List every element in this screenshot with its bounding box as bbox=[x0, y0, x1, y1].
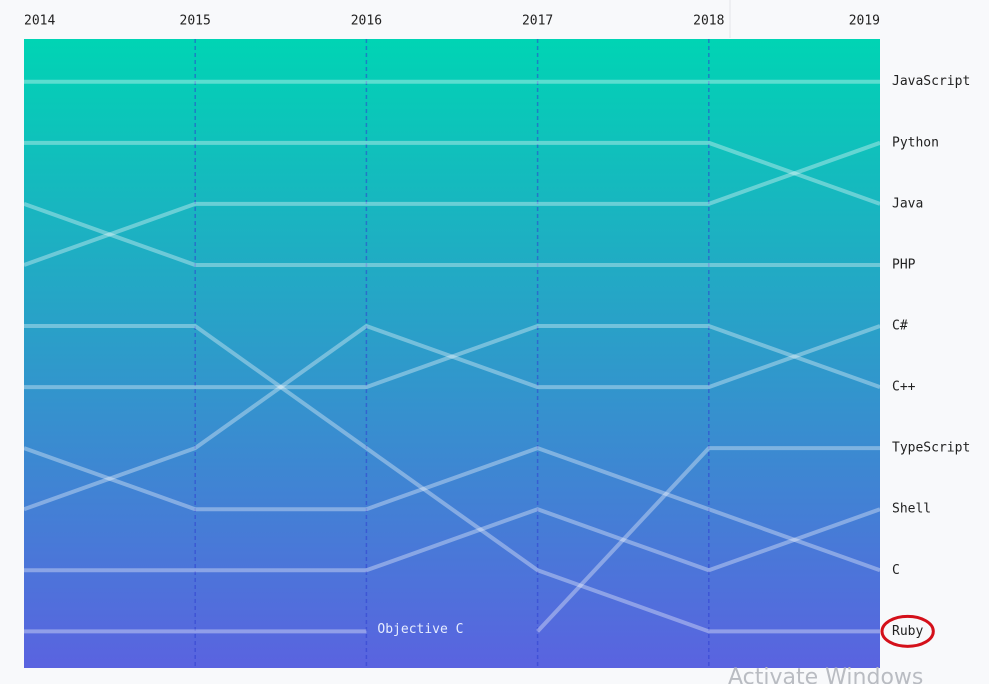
x-tick-label: 2014 bbox=[24, 14, 55, 29]
x-tick-label: 2016 bbox=[351, 14, 382, 29]
series-label: C++ bbox=[892, 380, 916, 395]
rank-line bbox=[24, 324, 881, 390]
plot-background bbox=[24, 39, 880, 668]
rank-line bbox=[23, 201, 880, 267]
x-tick-label: 2018 bbox=[693, 14, 724, 29]
series-label: Ruby bbox=[892, 624, 923, 639]
series-label: Java bbox=[892, 196, 923, 211]
x-tick-label: 2019 bbox=[849, 14, 880, 29]
series-label: TypeScript bbox=[892, 441, 970, 456]
series-label: Shell bbox=[892, 502, 931, 517]
rank-line bbox=[24, 507, 881, 573]
rank-line bbox=[24, 140, 881, 206]
rank-line bbox=[24, 324, 880, 634]
rank-line bbox=[536, 446, 880, 633]
rank-line bbox=[23, 140, 881, 267]
series-label: C bbox=[892, 563, 900, 578]
series-label: Objective C bbox=[377, 622, 463, 637]
series-label: PHP bbox=[892, 257, 916, 272]
series-label: JavaScript bbox=[892, 74, 970, 89]
rank-line bbox=[23, 324, 881, 512]
x-tick-label: 2015 bbox=[180, 14, 211, 29]
x-tick-label: 2017 bbox=[522, 14, 553, 29]
series-label: Python bbox=[892, 135, 939, 150]
series-label: C# bbox=[892, 319, 908, 334]
watermark: Activate Windows bbox=[728, 665, 923, 684]
highlight-circle bbox=[880, 614, 935, 648]
rank-line bbox=[23, 446, 881, 573]
